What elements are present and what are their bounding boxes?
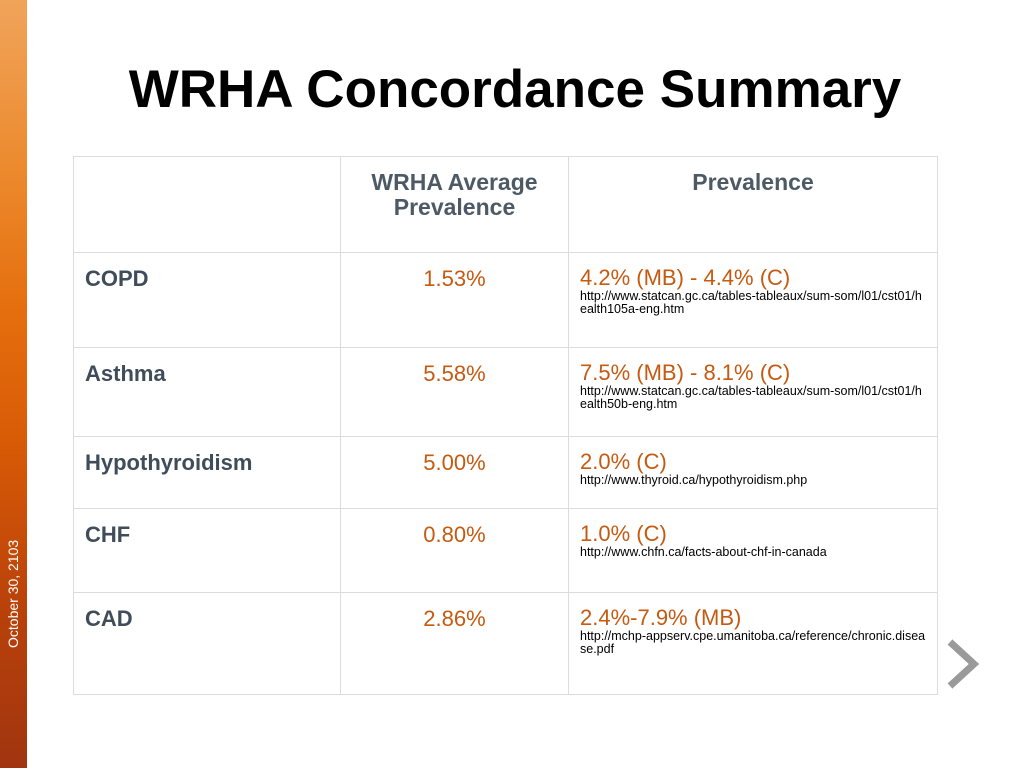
source-link[interactable]: http://mchp-appserv.cpe.umanitoba.ca/ref… [580, 629, 926, 656]
side-accent-bar: October 30, 2103 [0, 0, 27, 768]
wrha-average-cell: 2.86% [340, 592, 569, 695]
header-cell-wrha-average: WRHA Average Prevalence [340, 156, 569, 253]
prevalence-value: 7.5% (MB) - 8.1% (C) [580, 360, 791, 385]
wrha-average-cell: 0.80% [340, 508, 569, 593]
concordance-table: WRHA Average Prevalence Prevalence COPD … [73, 156, 938, 695]
prevalence-cell: 1.0% (C) http://www.chfn.ca/facts-about-… [568, 508, 938, 593]
table-row: CHF 0.80% 1.0% (C) http://www.chfn.ca/fa… [73, 508, 938, 593]
table-row: Asthma 5.58% 7.5% (MB) - 8.1% (C) http:/… [73, 347, 938, 437]
condition-cell: CHF [73, 508, 341, 593]
condition-cell: Asthma [73, 347, 341, 437]
prevalence-value: 2.4%-7.9% (MB) [580, 605, 742, 630]
prevalence-value: 2.0% (C) [580, 449, 667, 474]
prevalence-cell: 2.4%-7.9% (MB) http://mchp-appserv.cpe.u… [568, 592, 938, 695]
condition-cell: Hypothyroidism [73, 436, 341, 509]
prevalence-cell: 7.5% (MB) - 8.1% (C) http://www.statcan.… [568, 347, 938, 437]
source-link[interactable]: http://www.chfn.ca/facts-about-chf-in-ca… [580, 545, 827, 559]
table-row: Hypothyroidism 5.00% 2.0% (C) http://www… [73, 436, 938, 509]
wrha-average-cell: 5.58% [340, 347, 569, 437]
condition-cell: COPD [73, 252, 341, 348]
prevalence-cell: 4.2% (MB) - 4.4% (C) http://www.statcan.… [568, 252, 938, 348]
table-header-row: WRHA Average Prevalence Prevalence [73, 156, 938, 253]
prevalence-value: 1.0% (C) [580, 521, 667, 546]
header-cell-empty [73, 156, 341, 253]
table-row: CAD 2.86% 2.4%-7.9% (MB) http://mchp-app… [73, 592, 938, 695]
prevalence-cell: 2.0% (C) http://www.thyroid.ca/hypothyro… [568, 436, 938, 509]
source-link[interactable]: http://www.thyroid.ca/hypothyroidism.php [580, 473, 808, 487]
wrha-average-cell: 1.53% [340, 252, 569, 348]
prevalence-value: 4.2% (MB) - 4.4% (C) [580, 265, 791, 290]
header-cell-prevalence: Prevalence [568, 156, 938, 253]
chevron-right-icon[interactable] [944, 638, 980, 690]
slide-date: October 30, 2103 [5, 540, 21, 649]
slide-title: WRHA Concordance Summary [128, 60, 902, 119]
source-link[interactable]: http://www.statcan.gc.ca/tables-tableaux… [580, 384, 922, 411]
source-link[interactable]: http://www.statcan.gc.ca/tables-tableaux… [580, 289, 922, 316]
wrha-average-cell: 5.00% [340, 436, 569, 509]
condition-cell: CAD [73, 592, 341, 695]
table-row: COPD 1.53% 4.2% (MB) - 4.4% (C) http://w… [73, 252, 938, 348]
